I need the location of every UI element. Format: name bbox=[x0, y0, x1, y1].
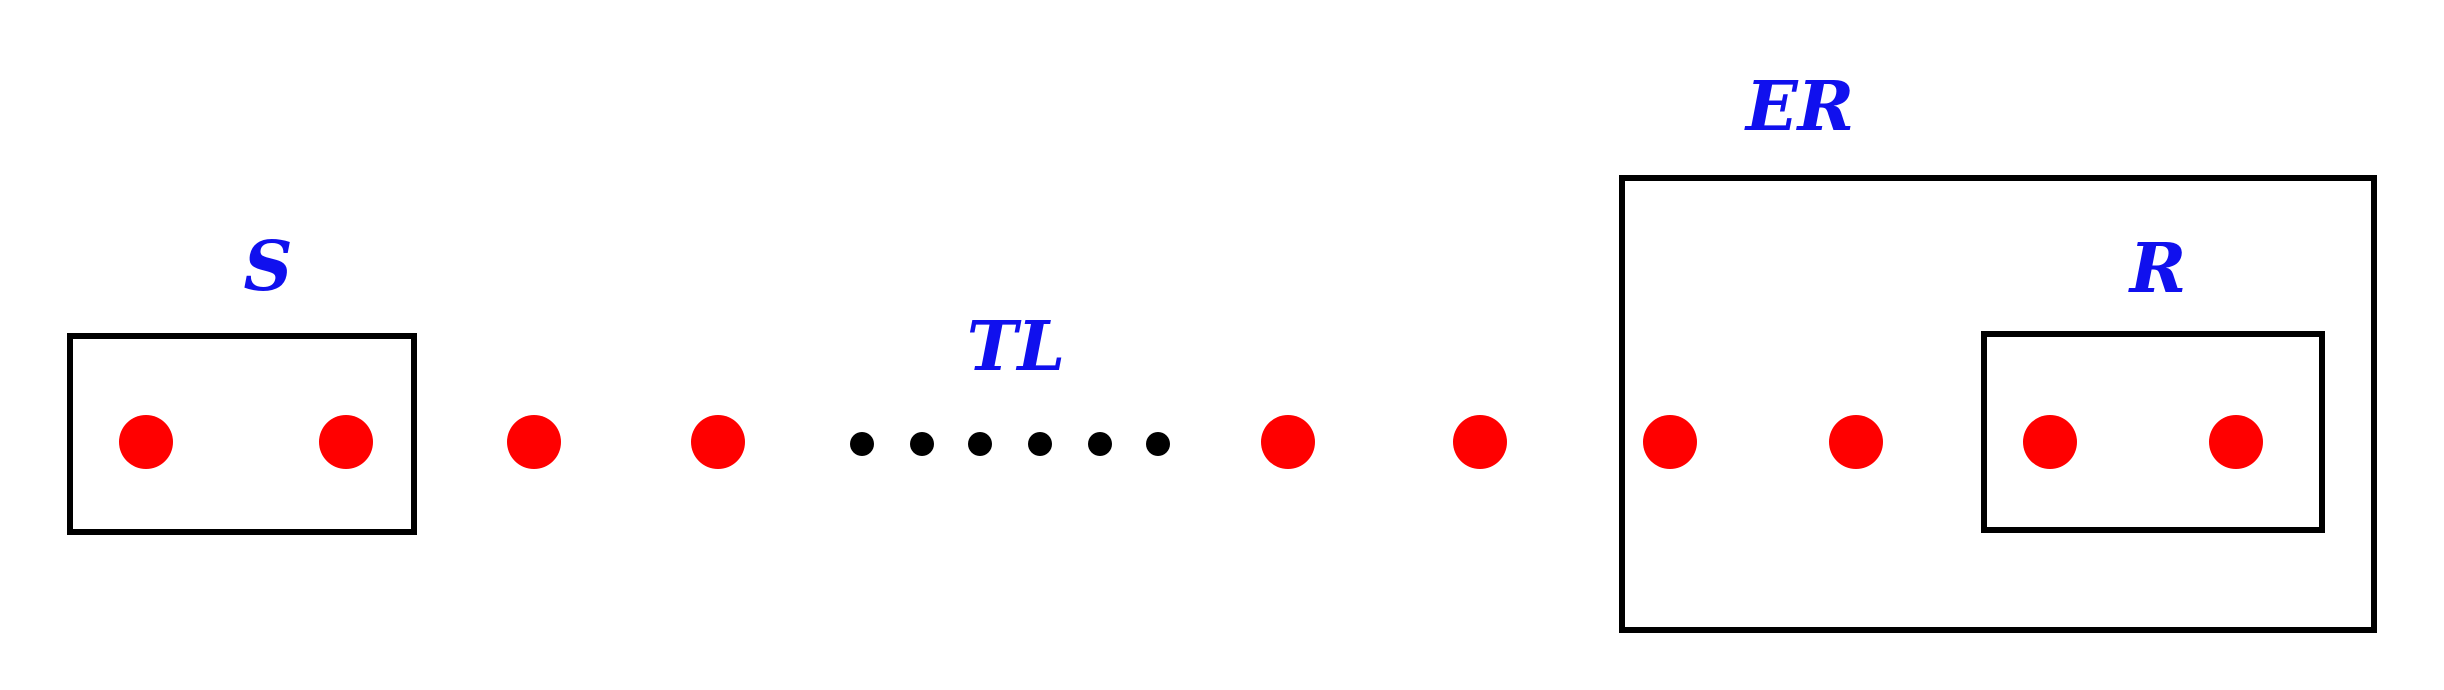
ellipsis-dot bbox=[1088, 432, 1112, 456]
ellipsis-dot bbox=[850, 432, 874, 456]
ellipsis-dot bbox=[1146, 432, 1170, 456]
label-tl: TL bbox=[967, 307, 1065, 387]
label-r: R bbox=[2128, 229, 2187, 309]
node-dot bbox=[2209, 415, 2263, 469]
ellipsis-dot bbox=[910, 432, 934, 456]
node-dot bbox=[119, 415, 173, 469]
node-dot bbox=[1261, 415, 1315, 469]
box-r bbox=[1981, 331, 2325, 533]
node-dot bbox=[319, 415, 373, 469]
ellipsis-dot bbox=[1028, 432, 1052, 456]
node-dot bbox=[1453, 415, 1507, 469]
box-er bbox=[1619, 175, 2377, 633]
box-s bbox=[67, 333, 417, 535]
ellipsis-dot bbox=[968, 432, 992, 456]
node-dot bbox=[1643, 415, 1697, 469]
node-dot bbox=[507, 415, 561, 469]
label-er: ER bbox=[1744, 67, 1854, 147]
node-dot bbox=[2023, 415, 2077, 469]
node-dot bbox=[1829, 415, 1883, 469]
label-s: S bbox=[243, 227, 292, 307]
node-dot bbox=[691, 415, 745, 469]
